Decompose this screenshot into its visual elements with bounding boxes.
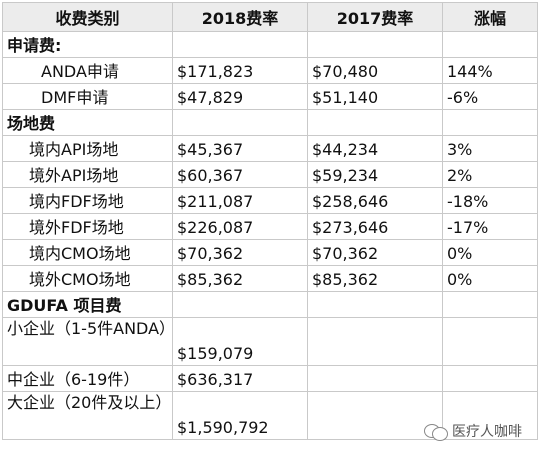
row-label: 境内API场地 (2, 135, 173, 162)
table-row: 境内CMO场地 $70,362 $70,362 0% (2, 239, 538, 266)
cell-2018: $60,367 (172, 161, 308, 188)
table-row: 大企业（20件及以上） $1,590,792 (2, 391, 538, 440)
cell-2018: $171,823 (172, 57, 308, 84)
row-label: 境内FDF场地 (2, 187, 173, 214)
cell-2018: $45,367 (172, 135, 308, 162)
cell-2018 (172, 31, 308, 58)
cell-2017 (307, 365, 443, 392)
cell-2017: $70,480 (307, 57, 443, 84)
cell-change (442, 109, 538, 136)
cell-2017: $258,646 (307, 187, 443, 214)
cell-change: 2% (442, 161, 538, 188)
row-label: 境外FDF场地 (2, 213, 173, 240)
cell-change: 3% (442, 135, 538, 162)
cell-change: -18% (442, 187, 538, 214)
row-label: 小企业（1-5件ANDA） (2, 317, 173, 366)
cell-2018: $47,829 (172, 83, 308, 110)
cell-2018 (172, 291, 308, 318)
cell-change (442, 391, 538, 440)
cell-change (442, 291, 538, 318)
table-row: 境内API场地 $45,367 $44,234 3% (2, 135, 538, 162)
header-2017-rate: 2017费率 (307, 2, 443, 32)
section-label: 申请费: (2, 31, 173, 58)
cell-change: -6% (442, 83, 538, 110)
cell-2017: $273,646 (307, 213, 443, 240)
row-label: ANDA申请 (2, 57, 173, 84)
section-row-application-fee: 申请费: (2, 31, 538, 58)
cell-2017: $85,362 (307, 265, 443, 292)
row-label: 境内CMO场地 (2, 239, 173, 266)
section-label: 场地费 (2, 109, 173, 136)
cell-2017 (307, 31, 443, 58)
header-category: 收费类别 (2, 2, 173, 32)
table-row: 境外FDF场地 $226,087 $273,646 -17% (2, 213, 538, 240)
cell-2018: $159,079 (172, 317, 308, 366)
cell-2018: $85,362 (172, 265, 308, 292)
section-row-site-fee: 场地费 (2, 109, 538, 136)
cell-2018: $226,087 (172, 213, 308, 240)
fee-table: 收费类别 2018费率 2017费率 涨幅 申请费: ANDA申请 $171,8… (2, 2, 538, 440)
cell-change (442, 317, 538, 366)
cell-2017 (307, 391, 443, 440)
watermark-text: 医疗人咖啡 (452, 424, 522, 440)
table-row: DMF申请 $47,829 $51,140 -6% (2, 83, 538, 110)
table-row: 小企业（1-5件ANDA） $159,079 (2, 317, 538, 366)
row-label: 中企业（6-19件） (2, 365, 173, 392)
cell-2018 (172, 109, 308, 136)
cell-2018: $1,590,792 (172, 391, 308, 440)
cell-change: 0% (442, 239, 538, 266)
watermark: 医疗人咖啡 (424, 421, 522, 441)
cell-2017: $59,234 (307, 161, 443, 188)
cell-change: 144% (442, 57, 538, 84)
cell-change (442, 31, 538, 58)
row-label: 境外CMO场地 (2, 265, 173, 292)
section-label: GDUFA 项目费 (2, 291, 173, 318)
cell-2017: $51,140 (307, 83, 443, 110)
cell-2017 (307, 317, 443, 366)
table-row: 境外API场地 $60,367 $59,234 2% (2, 161, 538, 188)
table-row: 中企业（6-19件） $636,317 (2, 365, 538, 392)
table-row: 境外CMO场地 $85,362 $85,362 0% (2, 265, 538, 292)
cell-2018: $636,317 (172, 365, 308, 392)
table-row: ANDA申请 $171,823 $70,480 144% (2, 57, 538, 84)
cell-change: -17% (442, 213, 538, 240)
cell-2018: $211,087 (172, 187, 308, 214)
cell-2017: $44,234 (307, 135, 443, 162)
cell-change (442, 365, 538, 392)
cell-2017: $70,362 (307, 239, 443, 266)
cell-2018: $70,362 (172, 239, 308, 266)
table-row: 境内FDF场地 $211,087 $258,646 -18% (2, 187, 538, 214)
row-label: 境外API场地 (2, 161, 173, 188)
row-label: 大企业（20件及以上） (2, 391, 173, 440)
header-row: 收费类别 2018费率 2017费率 涨幅 (2, 2, 538, 32)
row-label: DMF申请 (2, 83, 173, 110)
header-2018-rate: 2018费率 (172, 2, 308, 32)
section-row-gdufa-fee: GDUFA 项目费 (2, 291, 538, 318)
wechat-logo-icon (424, 422, 448, 441)
header-change: 涨幅 (442, 2, 538, 32)
cell-2017 (307, 291, 443, 318)
cell-change: 0% (442, 265, 538, 292)
cell-2017 (307, 109, 443, 136)
